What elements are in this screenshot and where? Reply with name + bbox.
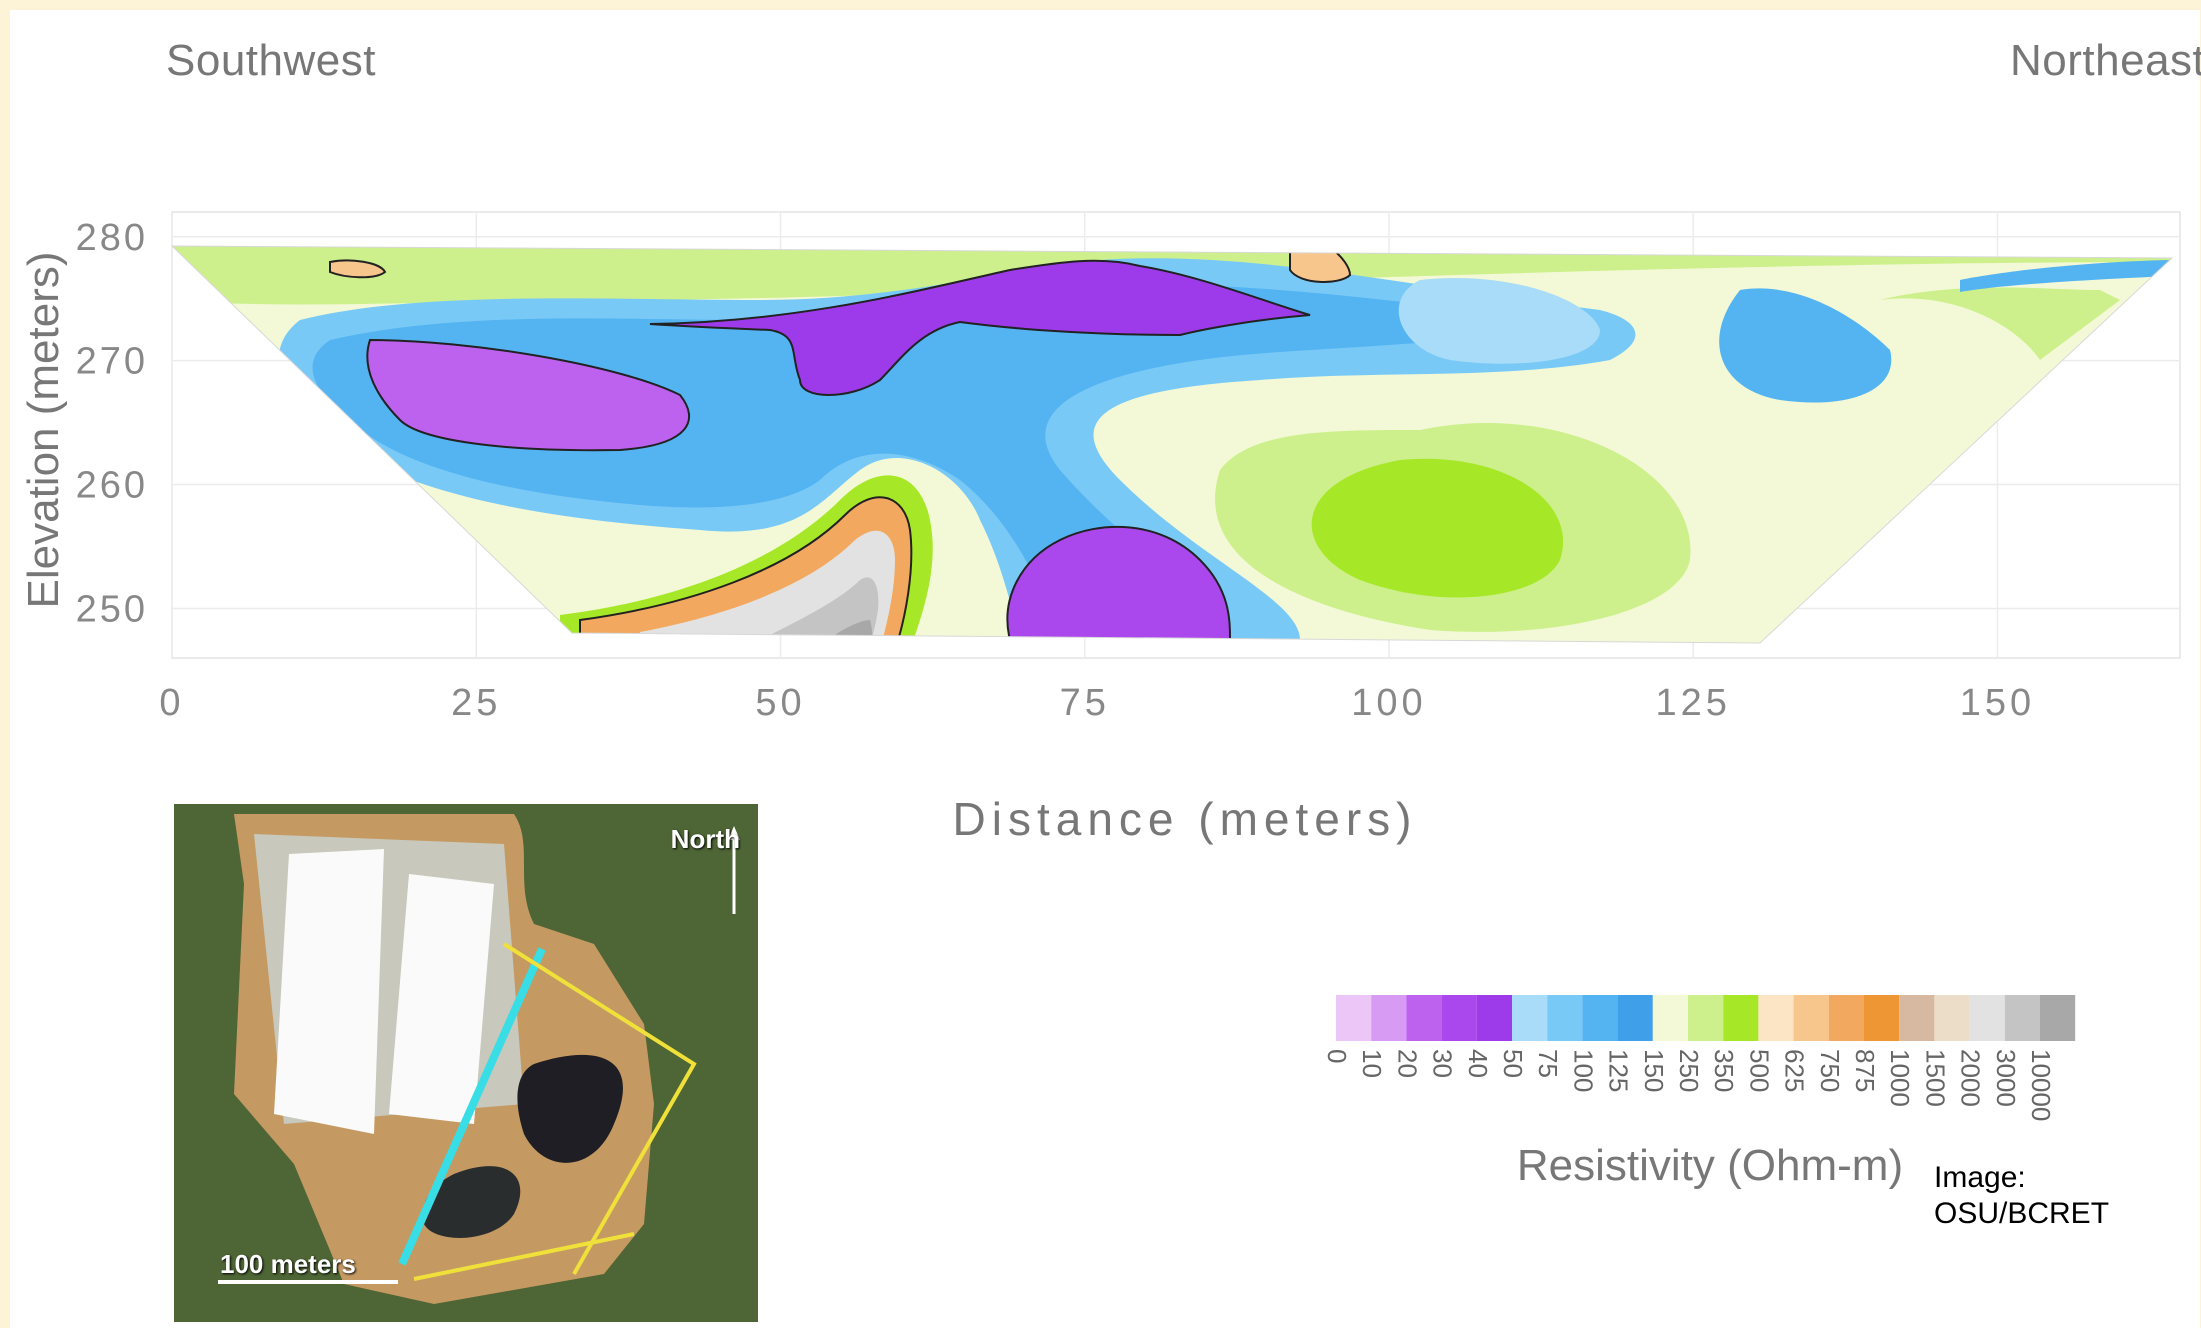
north-arrow-head <box>728 826 740 840</box>
x-tick-label: 0 <box>159 682 184 724</box>
colorbar-tick-label: 75 <box>1533 1049 1563 1078</box>
chart-axes: 0 25 50 75 100 125 150 250 260 270 280 Distance (me… <box>19 217 2035 845</box>
colorbar-swatch <box>1793 995 1829 1041</box>
section-outline <box>170 245 2174 644</box>
green-zone-northeast <box>1880 287 2120 360</box>
image-credit: Image: OSU/BCRET <box>1934 1160 2109 1232</box>
colorbar-swatch <box>1969 995 2005 1041</box>
y-tick-label: 260 <box>76 465 148 507</box>
light-blue-zone <box>1398 278 1600 364</box>
x-tick-label: 50 <box>755 682 805 724</box>
x-tick-label: 75 <box>1060 682 1110 724</box>
y-tick-label: 250 <box>76 588 148 630</box>
colorbar-swatch <box>1336 995 1372 1041</box>
y-tick-label: 270 <box>76 341 148 383</box>
survey-line-yellow-1 <box>502 942 697 1275</box>
colorbar-swatch <box>2040 995 2076 1041</box>
colorbar-tick-label: 2000 <box>1956 1049 1986 1107</box>
orange-patch-west <box>329 259 387 279</box>
colorbar-swatch <box>1652 995 1688 1041</box>
north-label: North <box>670 824 740 854</box>
colorbar-swatch <box>1864 995 1900 1041</box>
colorbar-tick-label: 625 <box>1780 1049 1810 1092</box>
colorbar-swatch <box>1512 995 1548 1041</box>
blue-zone-east <box>1719 288 1892 403</box>
colorbar-swatch <box>1406 995 1442 1041</box>
x-tick-label: 150 <box>1960 682 2035 724</box>
purple-zone-west <box>366 338 690 452</box>
colorbar-tick-label: 100 <box>1568 1049 1598 1092</box>
resistivity-section <box>170 245 2174 644</box>
lagoon-2 <box>423 1166 521 1238</box>
colorbar-tick-label: 875 <box>1850 1049 1880 1092</box>
barn-building-2 <box>389 874 494 1124</box>
survey-line-cyan <box>398 947 546 1266</box>
colorbar-tick-label: 40 <box>1463 1049 1493 1078</box>
colorbar-tick-label: 250 <box>1674 1049 1704 1092</box>
colorbar-tick-label: 3000 <box>1991 1049 2021 1107</box>
colorbar-swatch <box>1441 995 1477 1041</box>
aerial-photo-graphic <box>174 804 758 1322</box>
colorbar-swatch <box>1899 995 1935 1041</box>
colorbar-swatch <box>1723 995 1759 1041</box>
colorbar-tick-label: 30 <box>1428 1049 1458 1078</box>
colorbar-tick-label: 125 <box>1604 1049 1634 1092</box>
x-axis-title: Distance (meters) <box>953 793 1418 845</box>
colorbar-tick-label: 10000 <box>2026 1049 2056 1121</box>
colorbar-swatch <box>2004 995 2040 1041</box>
barn-building-1 <box>274 849 384 1134</box>
y-tick-label: 280 <box>76 217 148 259</box>
y-axis-title: Elevation (meters) <box>19 251 68 608</box>
x-tick-label: 125 <box>1656 682 1731 724</box>
x-tick-label: 100 <box>1351 682 1426 724</box>
colorbar-title: Resistivity (Ohm-m) <box>1517 1141 1903 1190</box>
direction-label-right: Northeast <box>2010 36 2201 85</box>
x-tick-label: 25 <box>451 682 501 724</box>
colorbar-swatch <box>1688 995 1724 1041</box>
colorbar-tick-label: 0 <box>1322 1049 1352 1063</box>
resistivity-colorbar: 0 10 20 30 40 50 75 100 125 150 250 350 500 625 750 875… <box>1322 995 2076 1190</box>
blue-zone-far-east <box>1960 260 2170 292</box>
colorbar-swatch <box>1617 995 1653 1041</box>
colorbar-tick-label: 1000 <box>1885 1049 1915 1107</box>
bright-green-zone-east <box>1311 458 1564 598</box>
aerial-site-photo: North 100 meters <box>174 804 758 1322</box>
colorbar-tick-label: 350 <box>1709 1049 1739 1092</box>
credit-line-1: Image: <box>1934 1161 2026 1194</box>
colorbar-tick-label: 150 <box>1639 1049 1669 1092</box>
colorbar-swatch <box>1547 995 1583 1041</box>
orange-patch-surface <box>1289 246 1352 283</box>
colorbar-tick-label: 500 <box>1744 1049 1774 1092</box>
colorbar-tick-label: 50 <box>1498 1049 1528 1078</box>
colorbar-swatch <box>1758 995 1794 1041</box>
colorbar-tick-label: 10 <box>1357 1049 1387 1078</box>
blue-core-band <box>312 284 1561 640</box>
purple-zone-central <box>649 259 1311 396</box>
credit-line-2: OSU/BCRET <box>1934 1197 2110 1230</box>
colorbar-swatch <box>1476 995 1512 1041</box>
purple-zone-deep <box>1006 525 1232 641</box>
colorbar-swatch <box>1582 995 1618 1041</box>
direction-label-left: Southwest <box>166 36 376 85</box>
colorbar-tick-label: 20 <box>1392 1049 1422 1078</box>
lagoon-1 <box>517 1054 623 1163</box>
scale-label: 100 meters <box>220 1249 356 1279</box>
colorbar-swatch <box>1371 995 1407 1041</box>
colorbar-swatch <box>1934 995 1970 1041</box>
colorbar-tick-label: 1500 <box>1920 1049 1950 1107</box>
colorbar-swatch <box>1828 995 1864 1041</box>
survey-line-yellow-2 <box>413 1232 635 1281</box>
colorbar-tick-label: 750 <box>1815 1049 1845 1092</box>
